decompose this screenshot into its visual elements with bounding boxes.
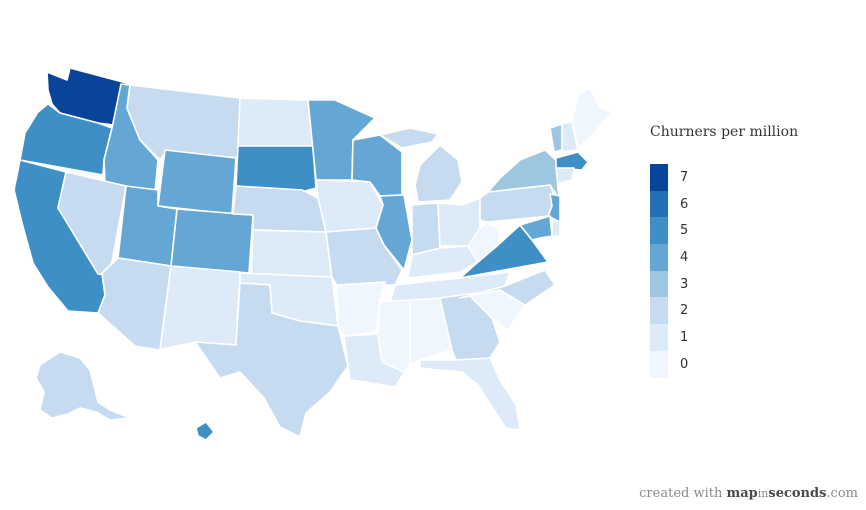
legend-swatch [650, 324, 668, 351]
legend-swatch [650, 244, 668, 271]
state-north-dakota[interactable] [237, 97, 314, 147]
legend-swatch [650, 297, 668, 325]
credit-brand-map: map [726, 486, 758, 501]
state-massachusetts[interactable] [555, 151, 589, 171]
legend-item: 6 [650, 190, 689, 218]
state-colorado[interactable] [170, 208, 254, 274]
legend-label: 3 [680, 276, 689, 292]
credit-brand-seconds: seconds [768, 486, 827, 501]
legend-swatch [650, 270, 668, 298]
state-west-virginia[interactable] [467, 221, 501, 263]
state-kansas[interactable] [250, 229, 333, 279]
legend-swatch [650, 350, 668, 378]
state-mississippi[interactable] [377, 299, 411, 373]
state-michigan-upper[interactable] [379, 127, 439, 149]
legend-swatch [650, 217, 668, 245]
state-alaska[interactable] [35, 351, 131, 421]
state-maryland[interactable] [519, 215, 553, 241]
state-new-mexico[interactable] [159, 265, 241, 351]
legend-item: 3 [650, 270, 689, 298]
state-illinois[interactable] [375, 194, 413, 271]
legend-label: 6 [680, 196, 689, 212]
state-connecticut[interactable] [555, 167, 575, 185]
credit-brand-in: in [757, 487, 769, 500]
state-vermont[interactable] [549, 123, 563, 153]
legend-label: 7 [680, 169, 689, 185]
state-wyoming[interactable] [157, 149, 237, 215]
credit-suffix: .com [826, 486, 858, 501]
state-washington[interactable] [46, 67, 131, 127]
state-oregon[interactable] [19, 103, 113, 176]
state-alabama[interactable] [409, 297, 453, 366]
legend-swatch [650, 164, 668, 191]
state-iowa[interactable] [315, 179, 384, 233]
legend: 7 6 5 4 3 2 1 0 [650, 164, 688, 378]
legend-item: 7 [650, 164, 688, 191]
state-florida[interactable] [419, 357, 521, 431]
state-maine[interactable] [571, 87, 613, 149]
legend-item: 1 [650, 324, 688, 351]
credit-line[interactable]: created with mapinseconds.com [639, 486, 858, 501]
state-texas[interactable] [194, 282, 349, 438]
legend-label: 2 [680, 303, 689, 319]
legend-title: Churners per million [650, 124, 799, 140]
state-arizona[interactable] [97, 257, 172, 351]
state-michigan[interactable] [414, 144, 463, 203]
legend-label: 4 [680, 249, 689, 265]
legend-item: 0 [650, 350, 689, 378]
state-hawaii[interactable] [195, 421, 215, 441]
credit-prefix: created with [639, 486, 727, 501]
legend-item: 4 [650, 244, 688, 271]
legend-item: 2 [650, 297, 689, 325]
state-north-carolina[interactable] [459, 269, 556, 306]
state-south-dakota[interactable] [235, 145, 317, 193]
state-delaware[interactable] [551, 219, 561, 237]
legend-label: 1 [680, 329, 689, 345]
legend-swatch [650, 190, 668, 218]
state-arkansas[interactable] [336, 281, 386, 337]
legend-item: 5 [650, 217, 689, 245]
legend-label: 0 [680, 356, 689, 372]
legend-label: 5 [680, 223, 689, 239]
state-new-jersey[interactable] [547, 193, 561, 223]
state-new-hampshire[interactable] [561, 121, 579, 153]
